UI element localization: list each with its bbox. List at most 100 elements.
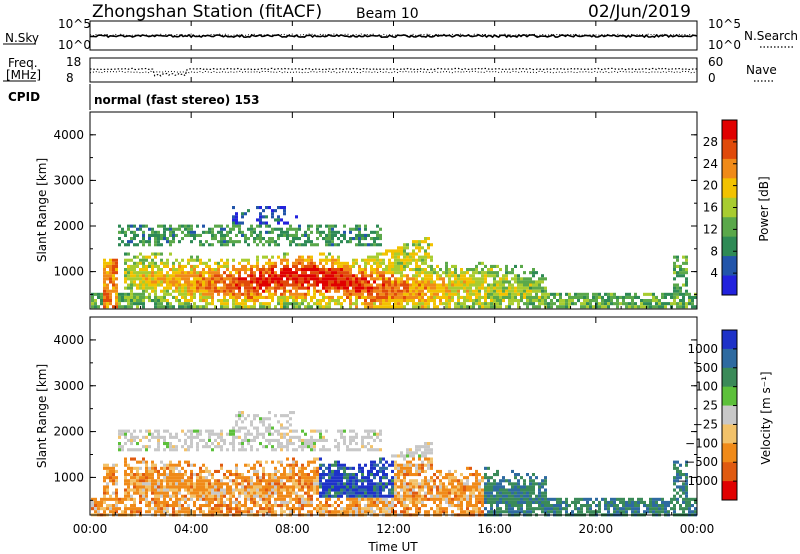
range-time-cell [175, 476, 178, 480]
range-time-cell [175, 432, 178, 436]
range-time-cell [397, 302, 400, 306]
range-time-cell [157, 494, 160, 498]
range-time-cell [160, 494, 163, 498]
range-time-cell [127, 488, 130, 492]
range-time-cell [370, 500, 373, 504]
range-time-cell [457, 305, 460, 309]
range-time-cell [421, 488, 424, 492]
range-time-cell [286, 491, 289, 495]
range-time-cell [232, 299, 235, 303]
range-time-cell [406, 482, 409, 486]
range-time-cell [229, 488, 232, 492]
range-time-cell [394, 460, 397, 464]
range-time-cell [415, 274, 418, 278]
range-time-cell [121, 497, 124, 501]
range-time-cell [511, 277, 514, 281]
range-time-cell [196, 432, 199, 436]
range-time-cell [115, 292, 118, 296]
range-time-cell [154, 261, 157, 265]
range-time-cell [214, 289, 217, 293]
range-time-cell [484, 302, 487, 306]
range-time-cell [439, 510, 442, 514]
range-time-cell [367, 510, 370, 514]
range-time-cell [331, 504, 334, 508]
range-time-cell [145, 283, 148, 287]
range-time-cell [340, 488, 343, 492]
range-time-cell [328, 504, 331, 508]
range-time-cell [250, 286, 253, 290]
range-time-cell [295, 494, 298, 498]
range-time-cell [115, 283, 118, 287]
range-time-cell [598, 292, 601, 296]
range-time-cell [208, 488, 211, 492]
range-time-cell [133, 243, 136, 247]
range-time-cell [370, 494, 373, 498]
range-time-cell [169, 233, 172, 237]
range-time-cell [304, 445, 307, 449]
range-time-cell [151, 482, 154, 486]
range-time-cell [337, 286, 340, 290]
range-time-cell [277, 295, 280, 299]
range-time-cell [217, 435, 220, 439]
range-time-cell [202, 289, 205, 293]
range-time-cell [271, 280, 274, 284]
range-time-cell [397, 252, 400, 256]
range-time-cell [220, 233, 223, 237]
range-time-cell [274, 497, 277, 501]
range-time-cell [181, 507, 184, 511]
range-time-cell [136, 277, 139, 281]
range-time-cell [328, 233, 331, 237]
range-time-cell [193, 289, 196, 293]
range-time-cell [109, 469, 112, 473]
range-time-cell [283, 268, 286, 272]
range-time-cell [214, 497, 217, 501]
range-time-cell [505, 286, 508, 290]
range-time-cell [418, 280, 421, 284]
range-time-cell [664, 302, 667, 306]
range-time-cell [277, 445, 280, 449]
range-time-cell [265, 255, 268, 259]
range-time-cell [364, 280, 367, 284]
range-time-cell [409, 479, 412, 483]
range-time-cell [286, 230, 289, 234]
range-time-cell [352, 429, 355, 433]
range-time-cell [286, 457, 289, 461]
range-time-cell [451, 299, 454, 303]
range-time-cell [133, 277, 136, 281]
range-time-cell [334, 438, 337, 442]
range-time-cell [418, 448, 421, 452]
range-time-cell [316, 466, 319, 470]
range-time-cell [598, 295, 601, 299]
range-time-cell [259, 494, 262, 498]
range-time-cell [526, 507, 529, 511]
range-time-cell [136, 264, 139, 268]
range-time-cell [385, 292, 388, 296]
range-time-cell [364, 494, 367, 498]
range-time-cell [331, 233, 334, 237]
range-time-cell [463, 283, 466, 287]
range-time-cell [508, 295, 511, 299]
range-time-cell [340, 305, 343, 309]
range-time-cell [139, 277, 142, 281]
range-time-cell [145, 274, 148, 278]
range-time-cell [382, 274, 385, 278]
range-time-cell [412, 274, 415, 278]
range-time-cell [133, 429, 136, 433]
range-time-cell [229, 491, 232, 495]
range-time-cell [424, 485, 427, 489]
range-time-cell [235, 414, 238, 418]
range-time-cell [580, 292, 583, 296]
range-time-cell [346, 271, 349, 275]
range-time-cell [259, 292, 262, 296]
range-time-cell [217, 280, 220, 284]
range-time-cell [241, 212, 244, 216]
range-time-cell [250, 233, 253, 237]
range-time-cell [190, 445, 193, 449]
range-time-cell [211, 488, 214, 492]
range-time-cell [352, 479, 355, 483]
range-time-cell [472, 488, 475, 492]
range-time-cell [364, 302, 367, 306]
range-time-cell [115, 504, 118, 508]
range-time-cell [256, 476, 259, 480]
